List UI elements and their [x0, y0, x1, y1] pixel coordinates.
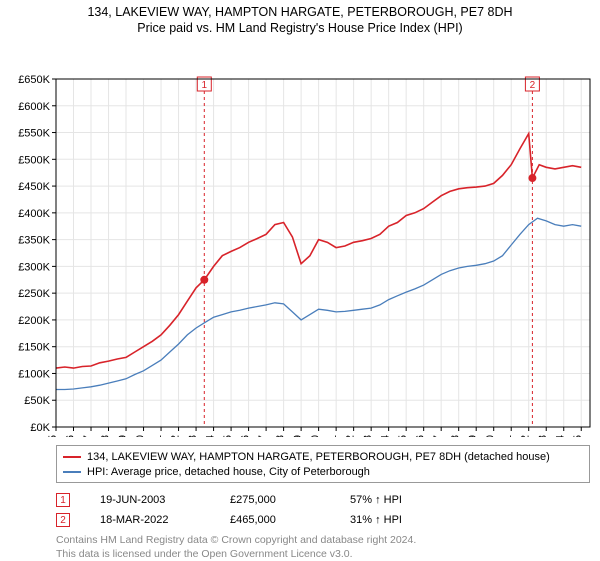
sale-marker-row: 1 19-JUN-2003 £275,000 57% ↑ HPI	[56, 490, 402, 510]
svg-text:£250K: £250K	[18, 288, 50, 300]
svg-text:£200K: £200K	[18, 314, 50, 326]
svg-text:£0K: £0K	[30, 422, 50, 434]
svg-text:2006: 2006	[240, 435, 252, 437]
legend-item: 134, LAKEVIEW WAY, HAMPTON HARGATE, PETE…	[63, 449, 583, 464]
legend-color-swatch	[63, 471, 81, 473]
svg-text:2018: 2018	[450, 435, 462, 437]
svg-text:2002: 2002	[170, 435, 182, 437]
svg-text:£550K: £550K	[18, 127, 50, 139]
svg-text:2004: 2004	[205, 435, 217, 437]
svg-text:2009: 2009	[292, 435, 304, 437]
svg-text:2020: 2020	[485, 435, 497, 437]
svg-text:2016: 2016	[415, 435, 427, 437]
svg-text:2023: 2023	[537, 435, 549, 437]
legend-label: HPI: Average price, detached house, City…	[87, 466, 370, 478]
sale-marker-number: 2	[56, 513, 70, 527]
svg-text:£300K: £300K	[18, 261, 50, 273]
svg-text:£150K: £150K	[18, 341, 50, 353]
legend: 134, LAKEVIEW WAY, HAMPTON HARGATE, PETE…	[56, 445, 590, 483]
sale-price: £465,000	[230, 514, 320, 526]
sale-date: 18-MAR-2022	[100, 514, 200, 526]
svg-text:2021: 2021	[502, 435, 514, 437]
svg-text:£450K: £450K	[18, 181, 50, 193]
svg-text:2024: 2024	[555, 435, 567, 437]
chart-titles: 134, LAKEVIEW WAY, HAMPTON HARGATE, PETE…	[0, 0, 600, 37]
svg-text:£50K: £50K	[24, 395, 50, 407]
svg-text:2007: 2007	[257, 435, 269, 437]
svg-text:1999: 1999	[117, 435, 129, 437]
svg-text:£500K: £500K	[18, 154, 50, 166]
svg-text:£350K: £350K	[18, 234, 50, 246]
legend-item: HPI: Average price, detached house, City…	[63, 464, 583, 479]
svg-text:£650K: £650K	[18, 74, 50, 86]
svg-text:2000: 2000	[135, 435, 147, 437]
price-chart: £0K £50K £100K £150K £200K £250K £300K £350K £40…	[0, 37, 600, 437]
footer-line2: This data is licensed under the Open Gov…	[56, 548, 416, 561]
svg-text:2003: 2003	[187, 435, 199, 437]
svg-text:2010: 2010	[310, 435, 322, 437]
sale-marker-row: 2 18-MAR-2022 £465,000 31% ↑ HPI	[56, 510, 402, 530]
svg-text:2025: 2025	[572, 435, 584, 437]
sale-hpi-delta: 31% ↑ HPI	[350, 514, 402, 526]
svg-text:2022: 2022	[520, 435, 532, 437]
legend-color-swatch	[63, 456, 81, 458]
sale-date: 19-JUN-2003	[100, 494, 200, 506]
sales-markers-table: 1 19-JUN-2003 £275,000 57% ↑ HPI 2 18-MAR-202…	[56, 490, 402, 530]
svg-text:2005: 2005	[222, 435, 234, 437]
footer-line1: Contains HM Land Registry data © Crown c…	[56, 534, 416, 548]
svg-text:2: 2	[530, 80, 536, 91]
svg-text:1: 1	[202, 80, 208, 91]
svg-text:2013: 2013	[362, 435, 374, 437]
title-subtitle: Price paid vs. HM Land Registry's House …	[0, 20, 600, 36]
svg-text:£100K: £100K	[18, 368, 50, 380]
svg-text:£400K: £400K	[18, 207, 50, 219]
svg-text:1997: 1997	[82, 435, 94, 437]
legend-label: 134, LAKEVIEW WAY, HAMPTON HARGATE, PETE…	[87, 451, 550, 463]
sale-marker-number: 1	[56, 493, 70, 507]
svg-text:2001: 2001	[152, 435, 164, 437]
svg-text:£600K: £600K	[18, 100, 50, 112]
svg-text:2019: 2019	[467, 435, 479, 437]
svg-text:2017: 2017	[432, 435, 444, 437]
svg-text:1996: 1996	[65, 435, 77, 437]
svg-text:2015: 2015	[397, 435, 409, 437]
svg-text:2008: 2008	[275, 435, 287, 437]
svg-text:1998: 1998	[100, 435, 112, 437]
svg-text:2014: 2014	[380, 435, 392, 437]
sale-price: £275,000	[230, 494, 320, 506]
svg-text:2011: 2011	[327, 435, 339, 437]
svg-text:1995: 1995	[47, 435, 59, 437]
title-address: 134, LAKEVIEW WAY, HAMPTON HARGATE, PETE…	[0, 4, 600, 20]
svg-text:2012: 2012	[345, 435, 357, 437]
sale-hpi-delta: 57% ↑ HPI	[350, 494, 402, 506]
footer-attribution: Contains HM Land Registry data © Crown c…	[56, 534, 416, 561]
